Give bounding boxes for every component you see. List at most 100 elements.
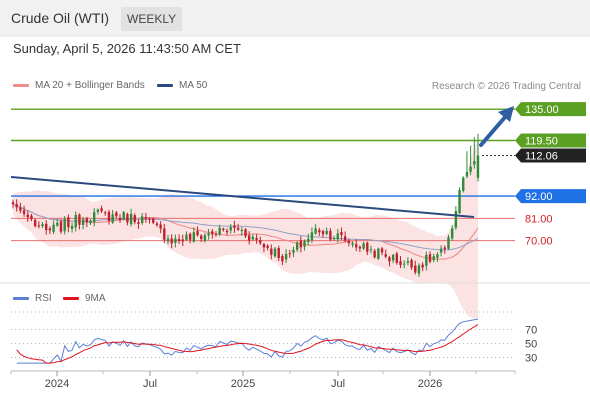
- candle-body: [332, 237, 336, 240]
- legend-rsi: RSI: [13, 293, 52, 304]
- candle-body: [410, 259, 413, 268]
- candle-body: [310, 232, 314, 240]
- rsi-swatch: [13, 297, 29, 300]
- candle-body: [436, 254, 439, 258]
- forecast-arrow-head: [498, 106, 514, 122]
- candle-body: [236, 227, 240, 230]
- descending-trendline: [10, 176, 475, 218]
- candle-body: [63, 219, 66, 232]
- ma20-swatch: [13, 84, 29, 87]
- candle-body: [192, 232, 196, 242]
- candle-body: [56, 222, 59, 226]
- candle-body: [140, 216, 144, 223]
- candle-body: [111, 214, 114, 223]
- candle-body: [218, 227, 221, 235]
- copyright: Research © 2026 Trading Central: [431, 81, 581, 92]
- ma9-swatch: [63, 297, 79, 300]
- candle-body: [207, 233, 210, 236]
- candle-body: [402, 263, 406, 265]
- price-label-119-50: 119.50: [525, 135, 558, 147]
- price-label-70-00: 70.00: [525, 236, 553, 248]
- candle-body: [100, 208, 103, 212]
- candle-body: [399, 261, 402, 266]
- x-tick-label-2026: 2026: [418, 378, 442, 390]
- candle-body: [247, 235, 251, 241]
- candle-body: [425, 254, 428, 266]
- candle-body: [281, 256, 284, 262]
- bollinger-band-area: [13, 136, 478, 319]
- candle-body: [174, 238, 177, 243]
- candle-body: [277, 248, 280, 258]
- price-label-135-00: 135.00: [525, 104, 559, 116]
- candle-body: [52, 224, 55, 232]
- candle-body: [355, 244, 358, 248]
- candle-body: [159, 224, 162, 229]
- candle-body: [343, 236, 347, 241]
- candle-body: [266, 245, 269, 248]
- candle-body: [388, 257, 391, 262]
- candle-body: [155, 223, 159, 226]
- candle-body: [33, 219, 37, 227]
- candle-body: [384, 254, 387, 257]
- candle-body: [292, 249, 295, 253]
- candle-body: [170, 238, 173, 244]
- candle-body: [288, 253, 291, 255]
- candle-body: [432, 256, 435, 261]
- candle-body: [450, 228, 454, 239]
- candle-body: [78, 214, 81, 225]
- timeframe-badge[interactable]: WEEKLY: [121, 7, 183, 31]
- candle-body: [152, 218, 155, 223]
- candle-body: [447, 237, 450, 249]
- candle-body: [255, 237, 258, 240]
- candle-body: [377, 248, 380, 259]
- candle-body: [181, 239, 184, 242]
- candle-body: [336, 233, 339, 240]
- candle-body: [439, 248, 443, 253]
- price-label-112-06-tag: [515, 148, 586, 163]
- candle-body: [299, 240, 303, 248]
- candle-body: [19, 207, 22, 211]
- candle-body: [85, 218, 89, 223]
- legend-9ma-label: 9MA: [85, 293, 106, 304]
- candle-body: [318, 230, 321, 233]
- price-label-92-00-tag: [515, 189, 586, 204]
- candle-body: [421, 264, 424, 268]
- price-label-81-00: 81.00: [525, 213, 553, 225]
- candle-body: [259, 240, 262, 244]
- candle-body: [30, 215, 33, 220]
- candle-body: [126, 214, 129, 223]
- candle-body: [148, 218, 151, 220]
- candle-body: [347, 240, 351, 244]
- rsi-line: [16, 318, 479, 364]
- instrument-title: Crude Oil (WTI): [11, 10, 109, 26]
- candle-body: [107, 212, 111, 221]
- candle-body: [476, 155, 480, 178]
- candle-body: [203, 235, 207, 241]
- candle-body: [59, 221, 63, 232]
- candle-body: [22, 210, 26, 214]
- candle-body: [89, 220, 92, 224]
- candle-body: [358, 246, 362, 249]
- candle-body: [96, 209, 100, 212]
- candle-body: [200, 235, 203, 240]
- candle-body: [37, 225, 41, 227]
- candle-body: [92, 212, 96, 223]
- candle-body: [414, 265, 417, 273]
- candle-body: [11, 202, 15, 205]
- candle-body: [74, 214, 77, 228]
- candle-body: [273, 248, 277, 257]
- timestamp: Sunday, April 5, 2026 11:43:50 AM CET: [13, 41, 241, 56]
- candle-body: [214, 234, 218, 236]
- price-label-119-50-tag: [515, 133, 586, 148]
- candle-body: [41, 224, 44, 227]
- candle-body: [395, 253, 399, 263]
- candle-body: [129, 213, 133, 225]
- candle-body: [469, 166, 472, 172]
- candle-body: [340, 232, 343, 236]
- candle-body: [458, 190, 461, 213]
- candle-body: [380, 248, 384, 253]
- x-tick-label-jul: Jul: [331, 378, 345, 390]
- candle-body: [262, 243, 266, 248]
- candle-body: [462, 177, 465, 191]
